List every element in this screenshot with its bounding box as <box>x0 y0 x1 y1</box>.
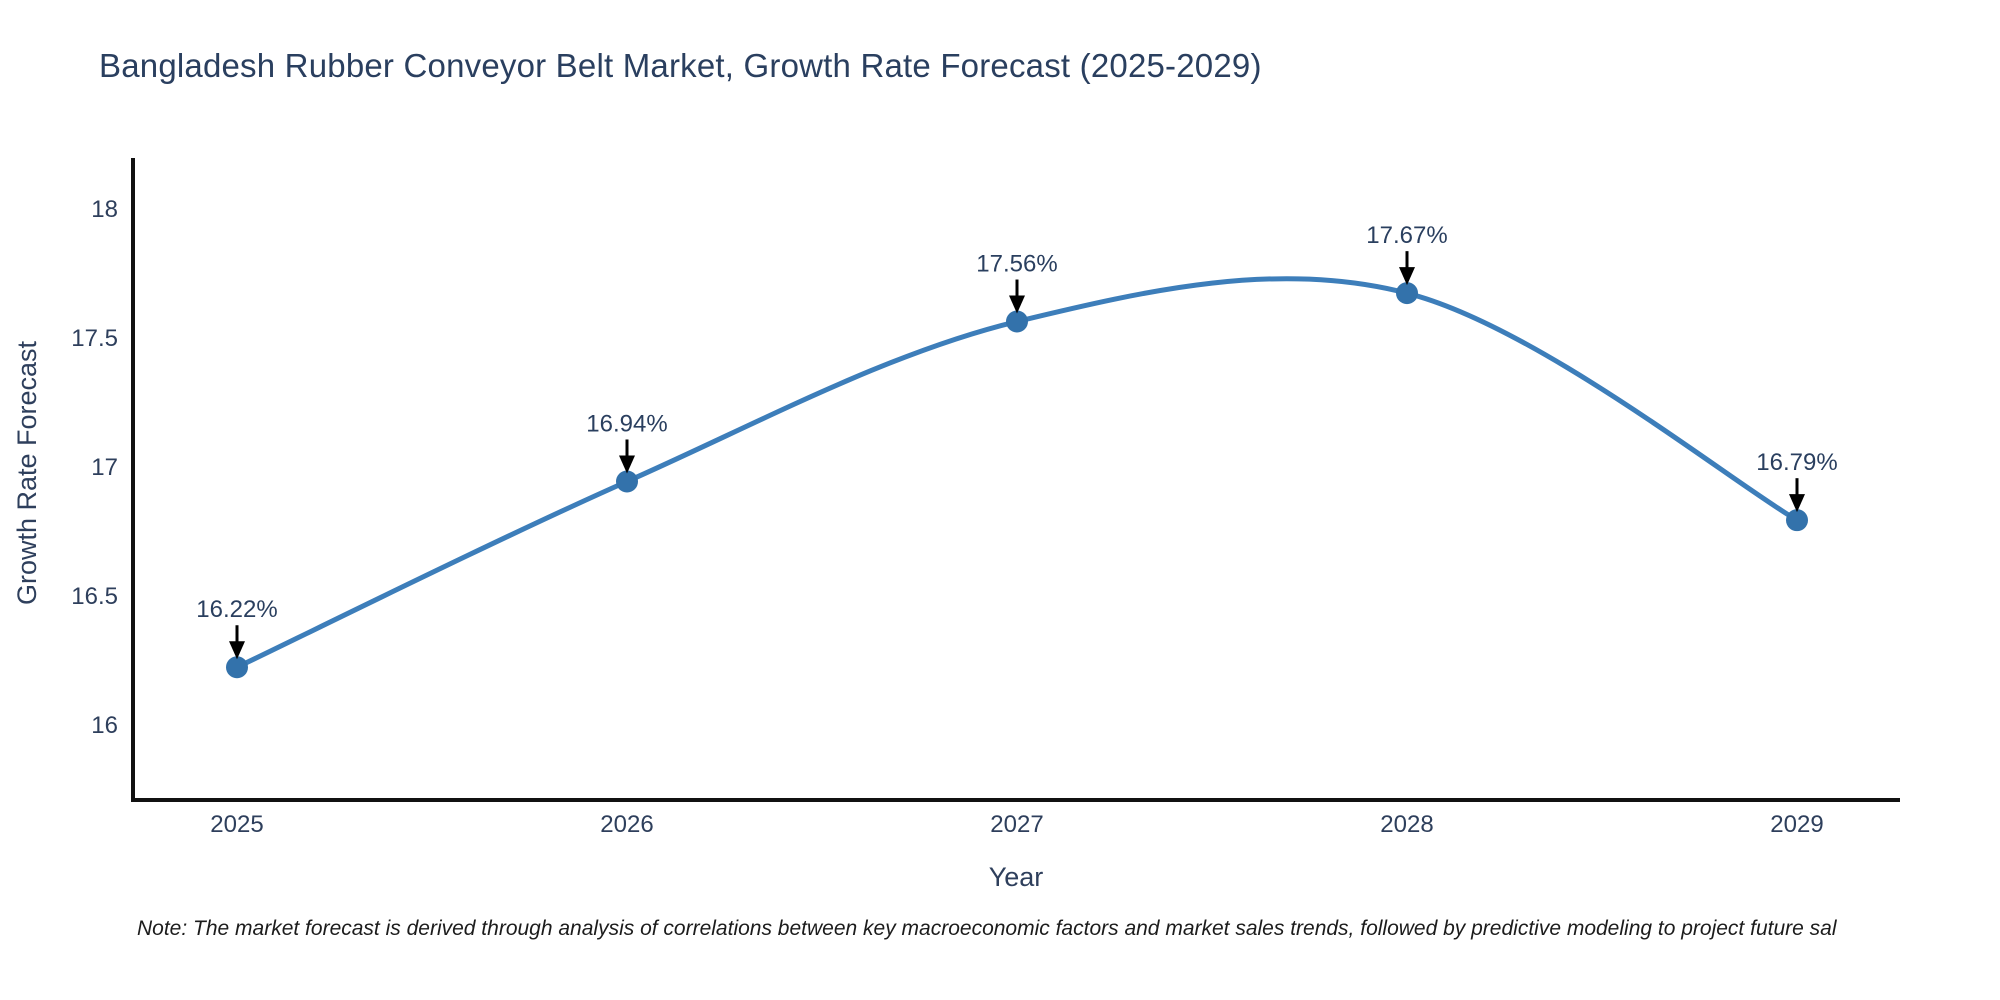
point-value-label: 17.56% <box>976 251 1057 278</box>
data-point-marker <box>616 470 638 493</box>
axis-lines <box>131 158 1900 802</box>
x-tick-label: 2029 <box>1770 811 1823 838</box>
down-arrow-icon <box>229 641 245 660</box>
x-tick-label: 2026 <box>600 811 653 838</box>
data-point-marker <box>1786 509 1808 532</box>
x-axis-title: Year <box>989 862 1044 892</box>
y-tick-label: 17 <box>91 454 118 481</box>
down-arrow-icon <box>619 455 635 474</box>
point-value-label: 16.22% <box>196 596 277 623</box>
x-tick-label: 2027 <box>990 811 1043 838</box>
down-arrow-icon <box>1009 295 1025 314</box>
y-tick-label: 18 <box>91 196 118 223</box>
point-value-label: 17.67% <box>1366 222 1447 249</box>
y-tick-label: 16 <box>91 712 118 739</box>
y-axis-title: Growth Rate Forecast <box>12 340 42 605</box>
point-value-label: 16.79% <box>1756 449 1837 476</box>
y-tick-label: 16.5 <box>71 583 118 610</box>
down-arrow-icon <box>1789 494 1805 513</box>
footnote: Note: The market forecast is derived thr… <box>137 917 1837 940</box>
data-point-marker <box>226 656 248 679</box>
x-tick-label: 2025 <box>210 811 263 838</box>
x-tick-label: 2028 <box>1380 811 1433 838</box>
down-arrow-icon <box>1399 267 1415 286</box>
forecast-line <box>234 276 1800 670</box>
point-value-label: 16.94% <box>586 410 667 437</box>
data-point-marker <box>1396 282 1418 305</box>
data-point-marker <box>1006 310 1028 333</box>
plot-area: 16 16.5 17 17.5 18 2025 2026 2027 2028 2029 16.22%… <box>71 158 1900 838</box>
y-tick-label: 17.5 <box>71 325 118 352</box>
chart-title: Bangladesh Rubber Conveyor Belt Market, … <box>99 47 1262 84</box>
